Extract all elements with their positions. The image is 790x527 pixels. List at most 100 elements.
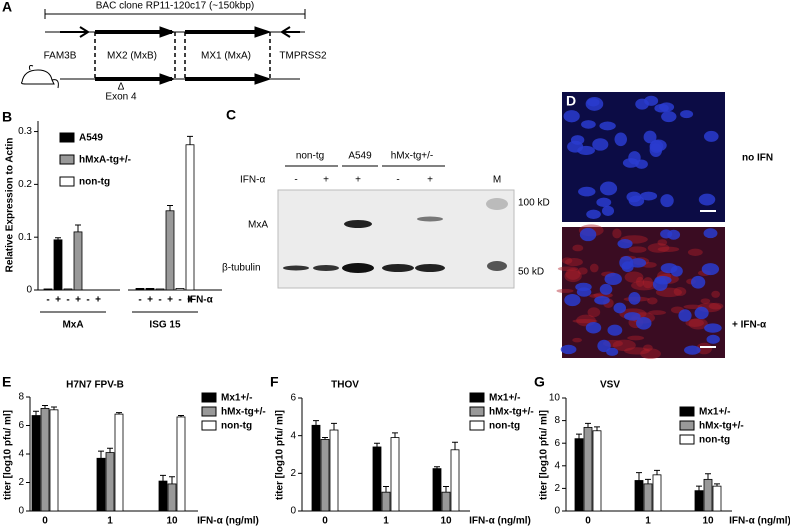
nucleus bbox=[607, 324, 623, 336]
bac-label: BAC clone RP11-120c17 (~150kbp) bbox=[96, 1, 255, 12]
chart-title: THOV bbox=[331, 380, 359, 391]
bar bbox=[574, 438, 584, 512]
legend-label: non-tg bbox=[699, 435, 730, 446]
y-tick-label: 4 bbox=[18, 449, 24, 460]
stain bbox=[556, 288, 574, 293]
stain bbox=[612, 339, 636, 352]
nucleus bbox=[643, 130, 657, 144]
legend-swatch bbox=[679, 406, 695, 417]
bar bbox=[311, 424, 321, 512]
nucleus bbox=[599, 121, 616, 131]
panel-letter: E bbox=[2, 374, 11, 390]
nucleus bbox=[599, 181, 618, 196]
x-tick-label: 10 bbox=[166, 516, 178, 527]
stain bbox=[642, 277, 654, 289]
nucleus bbox=[698, 193, 716, 206]
bar bbox=[432, 468, 442, 512]
nucleus bbox=[660, 194, 674, 208]
stain bbox=[589, 263, 599, 273]
bar bbox=[634, 480, 644, 512]
stain bbox=[657, 239, 668, 246]
row-label: MxA bbox=[248, 220, 268, 231]
nucleus bbox=[592, 138, 609, 151]
panel-letter: F bbox=[270, 374, 279, 390]
y-tick-label: 0 bbox=[290, 506, 296, 517]
error-bar bbox=[51, 406, 57, 410]
lane-label: + bbox=[427, 175, 433, 186]
error-bar bbox=[696, 485, 702, 491]
bar bbox=[53, 239, 63, 291]
x-tick-label: 1 bbox=[383, 516, 389, 527]
size-label: 50 kD bbox=[518, 267, 544, 278]
nucleus bbox=[694, 306, 709, 320]
lane-label: + bbox=[323, 175, 329, 186]
error-bar bbox=[374, 442, 380, 447]
x-tick-label: + bbox=[75, 295, 81, 306]
stain bbox=[564, 257, 583, 267]
y-tick-label: 2 bbox=[18, 477, 24, 488]
bar bbox=[390, 437, 400, 512]
mouse-icon bbox=[21, 65, 59, 89]
gene-label: MX1 (MxA) bbox=[201, 51, 251, 62]
y-axis-label: titer [log10 pfu/ ml] bbox=[3, 410, 14, 500]
bar bbox=[63, 288, 73, 291]
legend-label: hMx-tg+/- bbox=[221, 407, 266, 418]
x-tick-label: + bbox=[95, 295, 101, 306]
panel-letter: D bbox=[566, 93, 576, 109]
nucleus bbox=[585, 321, 602, 334]
x-tick-label: - bbox=[178, 295, 181, 306]
error-bar bbox=[116, 412, 122, 415]
nucleus bbox=[601, 205, 615, 216]
stain bbox=[657, 246, 680, 252]
gene-label: MX2 (MxB) bbox=[107, 51, 157, 62]
x-tick-label: + bbox=[187, 295, 193, 306]
error-bar bbox=[714, 483, 720, 487]
nucleus bbox=[578, 186, 596, 197]
nucleus bbox=[703, 130, 719, 142]
panel-letter: B bbox=[2, 109, 12, 125]
condition-label: no IFN bbox=[742, 153, 773, 164]
legend-swatch bbox=[201, 420, 217, 431]
x-tick-label: 0 bbox=[42, 516, 48, 527]
deletion-mark: Δ bbox=[118, 82, 125, 93]
group-label: ISG 15 bbox=[149, 320, 181, 331]
bar bbox=[592, 430, 602, 512]
gene-arrow bbox=[159, 73, 176, 85]
row-label: β-tubulin bbox=[222, 263, 261, 274]
bar bbox=[712, 485, 722, 512]
stain bbox=[624, 347, 650, 355]
legend-swatch bbox=[59, 132, 75, 143]
error-bar bbox=[55, 237, 61, 240]
x-tick-label: 0 bbox=[322, 516, 328, 527]
legend-swatch bbox=[679, 420, 695, 431]
error-bar bbox=[107, 447, 113, 453]
bar bbox=[167, 483, 177, 512]
stain bbox=[624, 271, 644, 283]
error-bar bbox=[392, 432, 398, 438]
bar bbox=[165, 210, 175, 291]
y-axis-label: titer [log10 pfu/ ml] bbox=[539, 410, 550, 500]
legend-label: hMxA-tg+/- bbox=[79, 155, 131, 166]
bar bbox=[703, 478, 713, 512]
treatment-label: IFN-α bbox=[240, 175, 265, 186]
lane-label: - bbox=[294, 175, 297, 186]
gene-label: FAM3B bbox=[44, 51, 77, 62]
legend-swatch bbox=[679, 434, 695, 445]
nucleus bbox=[597, 339, 611, 353]
nucleus bbox=[564, 294, 581, 307]
bar bbox=[73, 231, 83, 291]
nucleus bbox=[628, 292, 641, 305]
error-bar bbox=[160, 474, 166, 482]
nucleus bbox=[622, 158, 639, 168]
nucleus bbox=[560, 344, 577, 355]
legend-swatch bbox=[201, 406, 217, 417]
nucleus bbox=[654, 103, 669, 113]
bar bbox=[441, 491, 451, 512]
stain bbox=[685, 318, 704, 328]
group-label: MxA bbox=[62, 320, 83, 331]
nucleus bbox=[599, 283, 613, 295]
error-bar bbox=[636, 472, 642, 481]
nucleus bbox=[604, 272, 622, 286]
bar bbox=[135, 288, 145, 291]
x-axis-label: IFN-α (ng/ml) bbox=[729, 516, 790, 527]
